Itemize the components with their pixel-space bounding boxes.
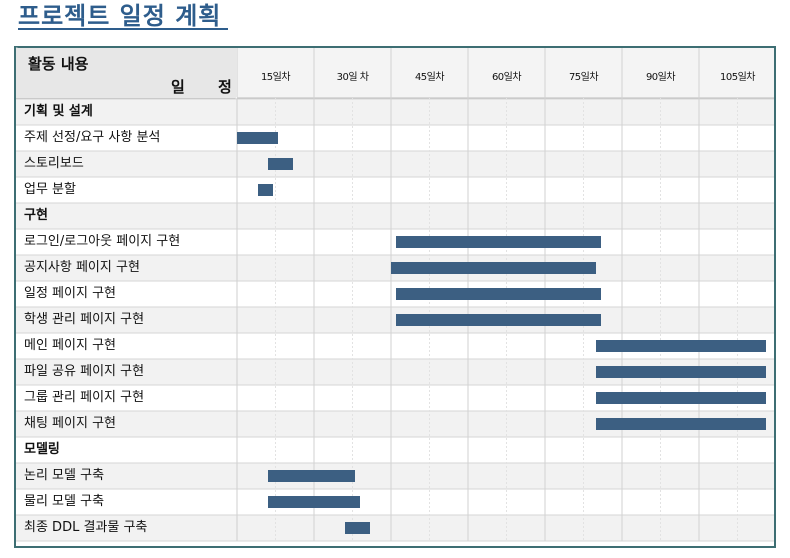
timeline-header-bg (237, 48, 774, 98)
task-bar (257, 184, 273, 196)
task-bar (596, 392, 766, 404)
task-bar (267, 470, 356, 482)
page-title: 프로젝트 일정 계획 (18, 2, 222, 30)
task-bar (267, 158, 294, 170)
task-label: 일정 페이지 구현 (24, 286, 116, 301)
task-label: 로그인/로그아웃 페이지 구현 (24, 234, 181, 249)
task-label: 파일 공유 페이지 구현 (24, 364, 145, 379)
timeline-column-label: 15일차 (260, 72, 291, 83)
task-bar (596, 418, 766, 430)
task-bar (396, 288, 602, 300)
timeline-column-label: 30일 차 (336, 72, 369, 83)
task-bar (596, 340, 766, 352)
task-label: 논리 모델 구축 (24, 468, 105, 483)
row-bg (16, 203, 774, 229)
task-label: 공지사항 페이지 구현 (24, 260, 140, 275)
row-bg (16, 515, 774, 541)
task-bar (237, 132, 279, 144)
row-bg (16, 99, 774, 125)
schedule-header: 일 정 (171, 78, 246, 96)
section-heading: 기획 및 설계 (24, 104, 93, 119)
task-label: 주제 선정/요구 사항 분석 (24, 130, 161, 145)
section-heading: 모델링 (24, 442, 60, 457)
title-underline (18, 28, 228, 30)
header-corner-cell (16, 48, 236, 98)
section-heading: 구현 (24, 208, 48, 223)
timeline-column-label: 45일차 (414, 72, 445, 83)
task-label: 학생 관리 페이지 구현 (24, 312, 145, 327)
task-bar (596, 366, 766, 378)
task-label: 스토리보드 (24, 156, 84, 171)
task-label: 최종 DDL 결과물 구축 (24, 520, 148, 535)
task-label: 그룹 관리 페이지 구현 (24, 390, 145, 405)
row-bg (16, 463, 774, 489)
task-bar (391, 262, 597, 274)
task-label: 메인 페이지 구현 (24, 338, 116, 353)
timeline-column-label: 90일차 (645, 72, 676, 83)
task-bar (396, 314, 602, 326)
row-bg (16, 307, 774, 333)
timeline-column-label: 75일차 (568, 72, 599, 83)
task-label: 물리 모델 구축 (24, 494, 105, 509)
activity-header: 활동 내용 (28, 55, 89, 73)
row-bg (16, 151, 774, 177)
task-bar (344, 522, 371, 534)
task-label: 채팅 페이지 구현 (24, 416, 116, 431)
task-bar (396, 236, 602, 248)
timeline-column-label: 105일차 (720, 72, 756, 83)
task-bar (267, 496, 361, 508)
task-label: 업무 분할 (24, 182, 76, 197)
timeline-column-label: 60일차 (491, 72, 522, 83)
